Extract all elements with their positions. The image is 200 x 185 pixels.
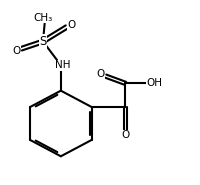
Text: O: O: [12, 46, 20, 56]
Text: NH: NH: [55, 60, 70, 70]
Text: O: O: [121, 130, 129, 140]
Text: OH: OH: [145, 78, 161, 88]
Text: O: O: [67, 20, 76, 30]
Text: S: S: [39, 35, 46, 48]
Text: CH₃: CH₃: [33, 13, 52, 23]
Text: O: O: [96, 69, 104, 79]
